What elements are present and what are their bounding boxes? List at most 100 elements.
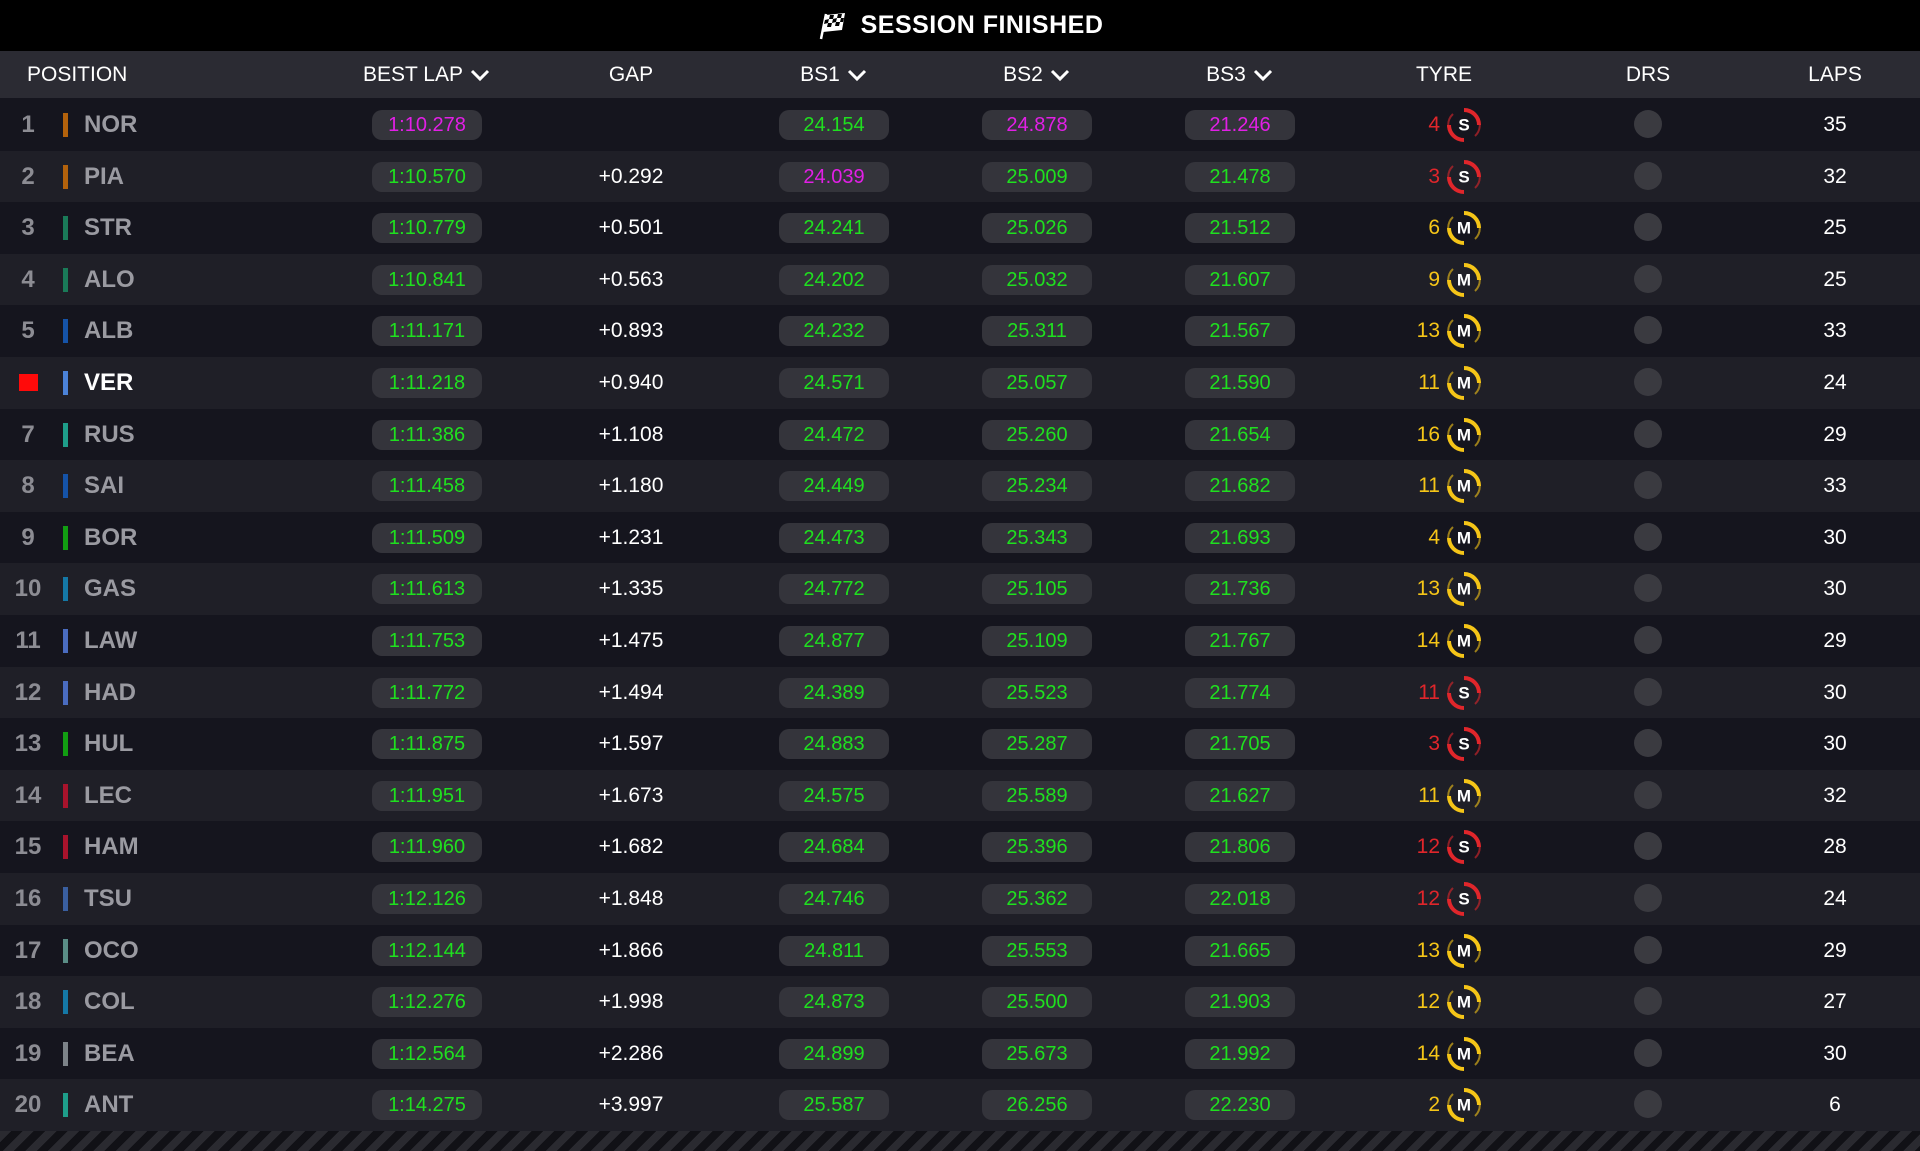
result-row[interactable]: 1 NOR 1:10.278 24.154 24.878 21.246 4 S 35 [0,99,1920,151]
time-pill: 1:11.753 [372,626,482,656]
drs-indicator [1634,161,1662,190]
time-pill: 1:11.613 [372,574,482,605]
result-row[interactable]: 13 HUL 1:11.875 24.883 25.287 21.705 +1.597 3 S 3… [0,718,1920,770]
team-bar [63,990,68,1015]
gap: +1.180 [598,474,664,498]
result-row[interactable]: 3 STR 1:10.779 24.241 25.026 21.512 +0.501 6 M 25 [0,202,1920,254]
tyre-icon: M [1447,778,1481,813]
drs-indicator [1634,1038,1662,1067]
result-row[interactable]: 12 HAD 1:11.772 24.389 25.523 21.774 +1.494 11 S… [0,666,1920,719]
column-label: LAPS [1808,63,1862,86]
result-row[interactable]: 4 ALO 1:10.841 24.202 25.032 21.607 +0.563 9 M 25 [0,253,1920,306]
time-pill: 1:12.144 [372,935,482,966]
time-pill: 1:11.875 [372,729,482,760]
sort-chevron[interactable] [1252,68,1274,82]
time-pill: 21.246 [1185,110,1295,140]
tyre-laps: 3 [1428,732,1440,756]
driver-code: SAI [84,472,125,500]
time-pill: 21.607 [1185,264,1295,295]
tyre-icon: S [1447,159,1481,194]
team-bar [63,371,68,395]
result-row[interactable]: 9 BOR 1:11.509 24.473 25.343 21.693 +1.231 4 M 30 [0,511,1920,564]
driver-code: HUL [84,730,134,758]
tyre-laps: 14 [1416,1041,1440,1065]
gap: +1.998 [598,990,664,1014]
tyre-laps: 11 [1418,371,1440,394]
time-pill: 24.873 [779,987,889,1018]
tyre-icon: M [1447,469,1481,504]
column-header: GAP [511,51,751,98]
column-header[interactable]: BS3 [1120,51,1360,98]
time-pill: 25.396 [982,832,1092,863]
tyre-icon: S [1447,882,1481,916]
gap: +1.231 [598,525,664,549]
drs-indicator [1634,729,1662,758]
gap: +1.673 [598,783,664,807]
drs-indicator [1634,832,1662,861]
column-header: TYRE [1324,51,1564,98]
time-pill: 24.877 [779,626,889,656]
result-row[interactable]: 16 TSU 1:12.126 24.746 25.362 22.018 +1.848 12 S… [0,873,1920,925]
column-header[interactable]: BEST LAP [307,51,547,98]
result-row[interactable]: 18 COL 1:12.276 24.873 25.500 21.903 +1.998 12 M… [0,976,1920,1028]
compound-letter: S [1458,838,1469,857]
sort-chevron[interactable] [469,68,491,82]
result-row[interactable]: 2 PIA 1:10.570 24.039 25.009 21.478 +0.292 3 S 32 [0,150,1920,203]
compound-letter: S [1458,115,1469,134]
position: 14 [14,781,42,809]
position: 11 [15,627,41,654]
tyre-laps: 4 [1428,113,1440,136]
result-row[interactable]: 17 OCO 1:12.144 24.811 25.553 21.665 +1.866 13 M… [0,924,1920,977]
drs-indicator [1634,935,1662,964]
laps: 30 [1823,732,1847,756]
result-row[interactable]: 10 GAS 1:11.613 24.772 25.105 21.736 +1.335 13 M… [0,563,1920,615]
tyre-icon: M [1447,211,1481,246]
driver-code: PIA [84,162,125,190]
time-pill: 24.449 [779,471,889,502]
gap: +1.108 [598,422,664,446]
result-row[interactable]: 15 HAM 1:11.960 24.684 25.396 21.806 +1.682 12 S… [0,821,1920,873]
time-pill: 25.343 [982,522,1092,553]
result-row[interactable]: 19 BEA 1:12.564 24.899 25.673 21.992 +2.286 14 M… [0,1027,1920,1080]
position: 20 [14,1091,42,1119]
laps: 25 [1823,267,1847,291]
driver-code: TSU [84,885,132,912]
column-header: POSITION [27,51,127,98]
position: 19 [14,1039,42,1067]
column-header[interactable]: BS1 [714,51,954,98]
sort-chevron[interactable] [1049,68,1071,82]
compound-letter: M [1457,1044,1471,1063]
time-pill: 25.026 [982,213,1092,244]
time-pill: 1:12.564 [372,1038,482,1069]
result-row[interactable]: 20 ANT 1:14.275 25.587 26.256 22.230 +3.997 2 M 6 [0,1079,1920,1131]
drs-indicator [1634,987,1662,1016]
driver-code: BOR [84,523,138,551]
drs-indicator [1634,471,1662,500]
team-bar [63,938,68,963]
sort-chevron[interactable] [846,68,868,82]
result-row[interactable]: 7 RUS 1:11.386 24.472 25.260 21.654 +1.108 16 M 2… [0,408,1920,461]
time-pill: 1:10.779 [372,213,482,244]
result-row[interactable]: 8 SAI 1:11.458 24.449 25.234 21.682 +1.180 11 M 3… [0,460,1920,512]
time-pill: 25.311 [982,316,1092,347]
tyre-icon: M [1447,1088,1481,1123]
result-row[interactable]: 5 ALB 1:11.171 24.232 25.311 21.567 +0.893 13 M 3… [0,305,1920,357]
driver-code: HAM [84,833,139,861]
result-row[interactable]: 14 LEC 1:11.951 24.575 25.589 21.627 +1.673 11 M… [0,769,1920,822]
team-bar [63,783,68,808]
result-row[interactable]: VER 1:11.218 24.571 25.057 21.590 +0.940 11 M 24 [0,357,1920,409]
tyre-icon: S [1447,727,1481,762]
tyre-laps: 4 [1428,525,1440,549]
compound-letter: S [1458,889,1469,908]
tyre-laps: 6 [1428,216,1440,240]
time-pill: 21.736 [1185,574,1295,605]
team-bar [63,319,68,344]
column-header[interactable]: BS2 [917,51,1157,98]
laps: 29 [1823,938,1847,962]
time-pill: 21.806 [1185,832,1295,863]
tyre-laps: 12 [1416,835,1440,859]
column-label: BS3 [1206,63,1246,86]
compound-letter: M [1457,477,1471,496]
result-row[interactable]: 11 LAW 1:11.753 24.877 25.109 21.767 +1.475 14 M… [0,615,1920,667]
session-banner: SESSION FINISHED [0,0,1920,51]
